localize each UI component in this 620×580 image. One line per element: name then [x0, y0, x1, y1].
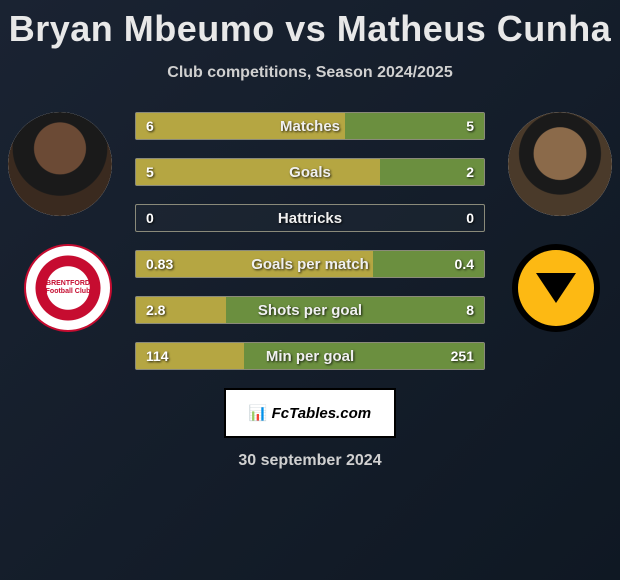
stat-label: Goals [289, 164, 331, 181]
stat-row: 114 Min per goal 251 [135, 342, 485, 370]
stat-value-right: 0 [466, 210, 474, 226]
stat-fill-right [345, 113, 484, 139]
stats-bars: 6 Matches 5 5 Goals 2 0 Hattricks 0 0.83 Goals per… [135, 112, 485, 370]
date-label: 30 september 2024 [0, 452, 620, 470]
wolves-crest [518, 250, 594, 326]
subtitle: Club competitions, Season 2024/2025 [0, 64, 620, 82]
player-right-photo [508, 112, 612, 216]
brand-logo: FcTables.com [224, 388, 396, 438]
stat-value-right: 251 [451, 348, 474, 364]
stat-label: Shots per goal [258, 302, 362, 319]
stat-fill-left [136, 159, 380, 185]
stat-value-right: 0.4 [455, 256, 474, 272]
stat-value-left: 2.8 [146, 302, 165, 318]
stat-value-left: 0 [146, 210, 154, 226]
club-badge-left: BRENTFORDFootball Club [24, 244, 112, 332]
club-badge-right [512, 244, 600, 332]
stat-label: Hattricks [278, 210, 342, 227]
stat-row: 6 Matches 5 [135, 112, 485, 140]
page-title: Bryan Mbeumo vs Matheus Cunha [0, 0, 620, 50]
stat-value-right: 8 [466, 302, 474, 318]
stat-label: Matches [280, 118, 340, 135]
stat-value-right: 5 [466, 118, 474, 134]
stat-value-left: 114 [146, 348, 169, 364]
stat-row: 0 Hattricks 0 [135, 204, 485, 232]
stat-value-left: 6 [146, 118, 154, 134]
player-left-photo [8, 112, 112, 216]
brentford-crest: BRENTFORDFootball Club [30, 250, 106, 326]
comparison-panel: BRENTFORDFootball Club 6 Matches 5 5 Goals 2 0… [0, 112, 620, 370]
stat-value-right: 2 [466, 164, 474, 180]
stat-row: 2.8 Shots per goal 8 [135, 296, 485, 324]
avatar [8, 112, 112, 216]
stat-row: 5 Goals 2 [135, 158, 485, 186]
stat-label: Min per goal [266, 348, 354, 365]
stat-label: Goals per match [251, 256, 369, 273]
stat-value-left: 5 [146, 164, 154, 180]
stat-value-left: 0.83 [146, 256, 173, 272]
stat-row: 0.83 Goals per match 0.4 [135, 250, 485, 278]
avatar [508, 112, 612, 216]
